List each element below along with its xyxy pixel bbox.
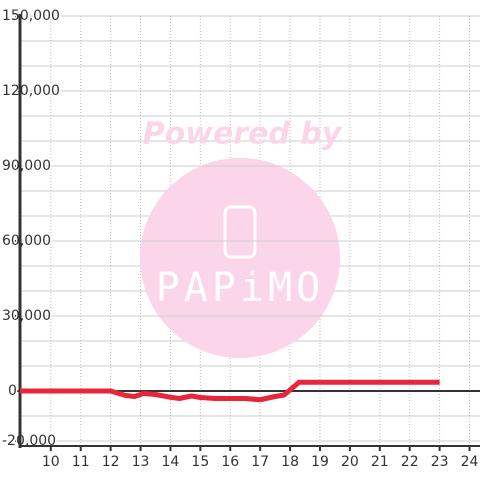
x-tick-label: 21 (371, 454, 389, 470)
x-tick-label: 14 (162, 454, 180, 470)
y-tick-label: 30,000 (2, 308, 51, 324)
x-tick-label: 12 (102, 454, 120, 470)
watermark: Powered by PAPiMO (140, 117, 343, 358)
x-tick-label: 10 (42, 454, 60, 470)
data-line (20, 379, 440, 403)
y-tick-label: 150,000 (2, 8, 60, 24)
x-tick-label: 16 (221, 454, 239, 470)
watermark-phone (223, 205, 257, 259)
x-tick-label: 11 (72, 454, 90, 470)
x-tick-label: 19 (311, 454, 329, 470)
x-tick-label: 15 (191, 454, 209, 470)
watermark-brand: PAPiMO (156, 265, 325, 311)
y-tick-label: 90,000 (2, 158, 51, 174)
y-tick-label: 120,000 (2, 83, 60, 99)
y-tick-label: 60,000 (2, 233, 51, 249)
x-tick-label: 23 (431, 454, 449, 470)
watermark-top: Powered by (143, 117, 343, 152)
x-tick-label: 13 (132, 454, 150, 470)
x-tick-label: 17 (251, 454, 269, 470)
x-tick-label: 18 (281, 454, 299, 470)
x-tick-label: 24 (461, 454, 479, 470)
y-tick-label: 0 (8, 383, 17, 399)
x-tick-label: 22 (401, 454, 419, 470)
x-tick-label: 20 (341, 454, 359, 470)
